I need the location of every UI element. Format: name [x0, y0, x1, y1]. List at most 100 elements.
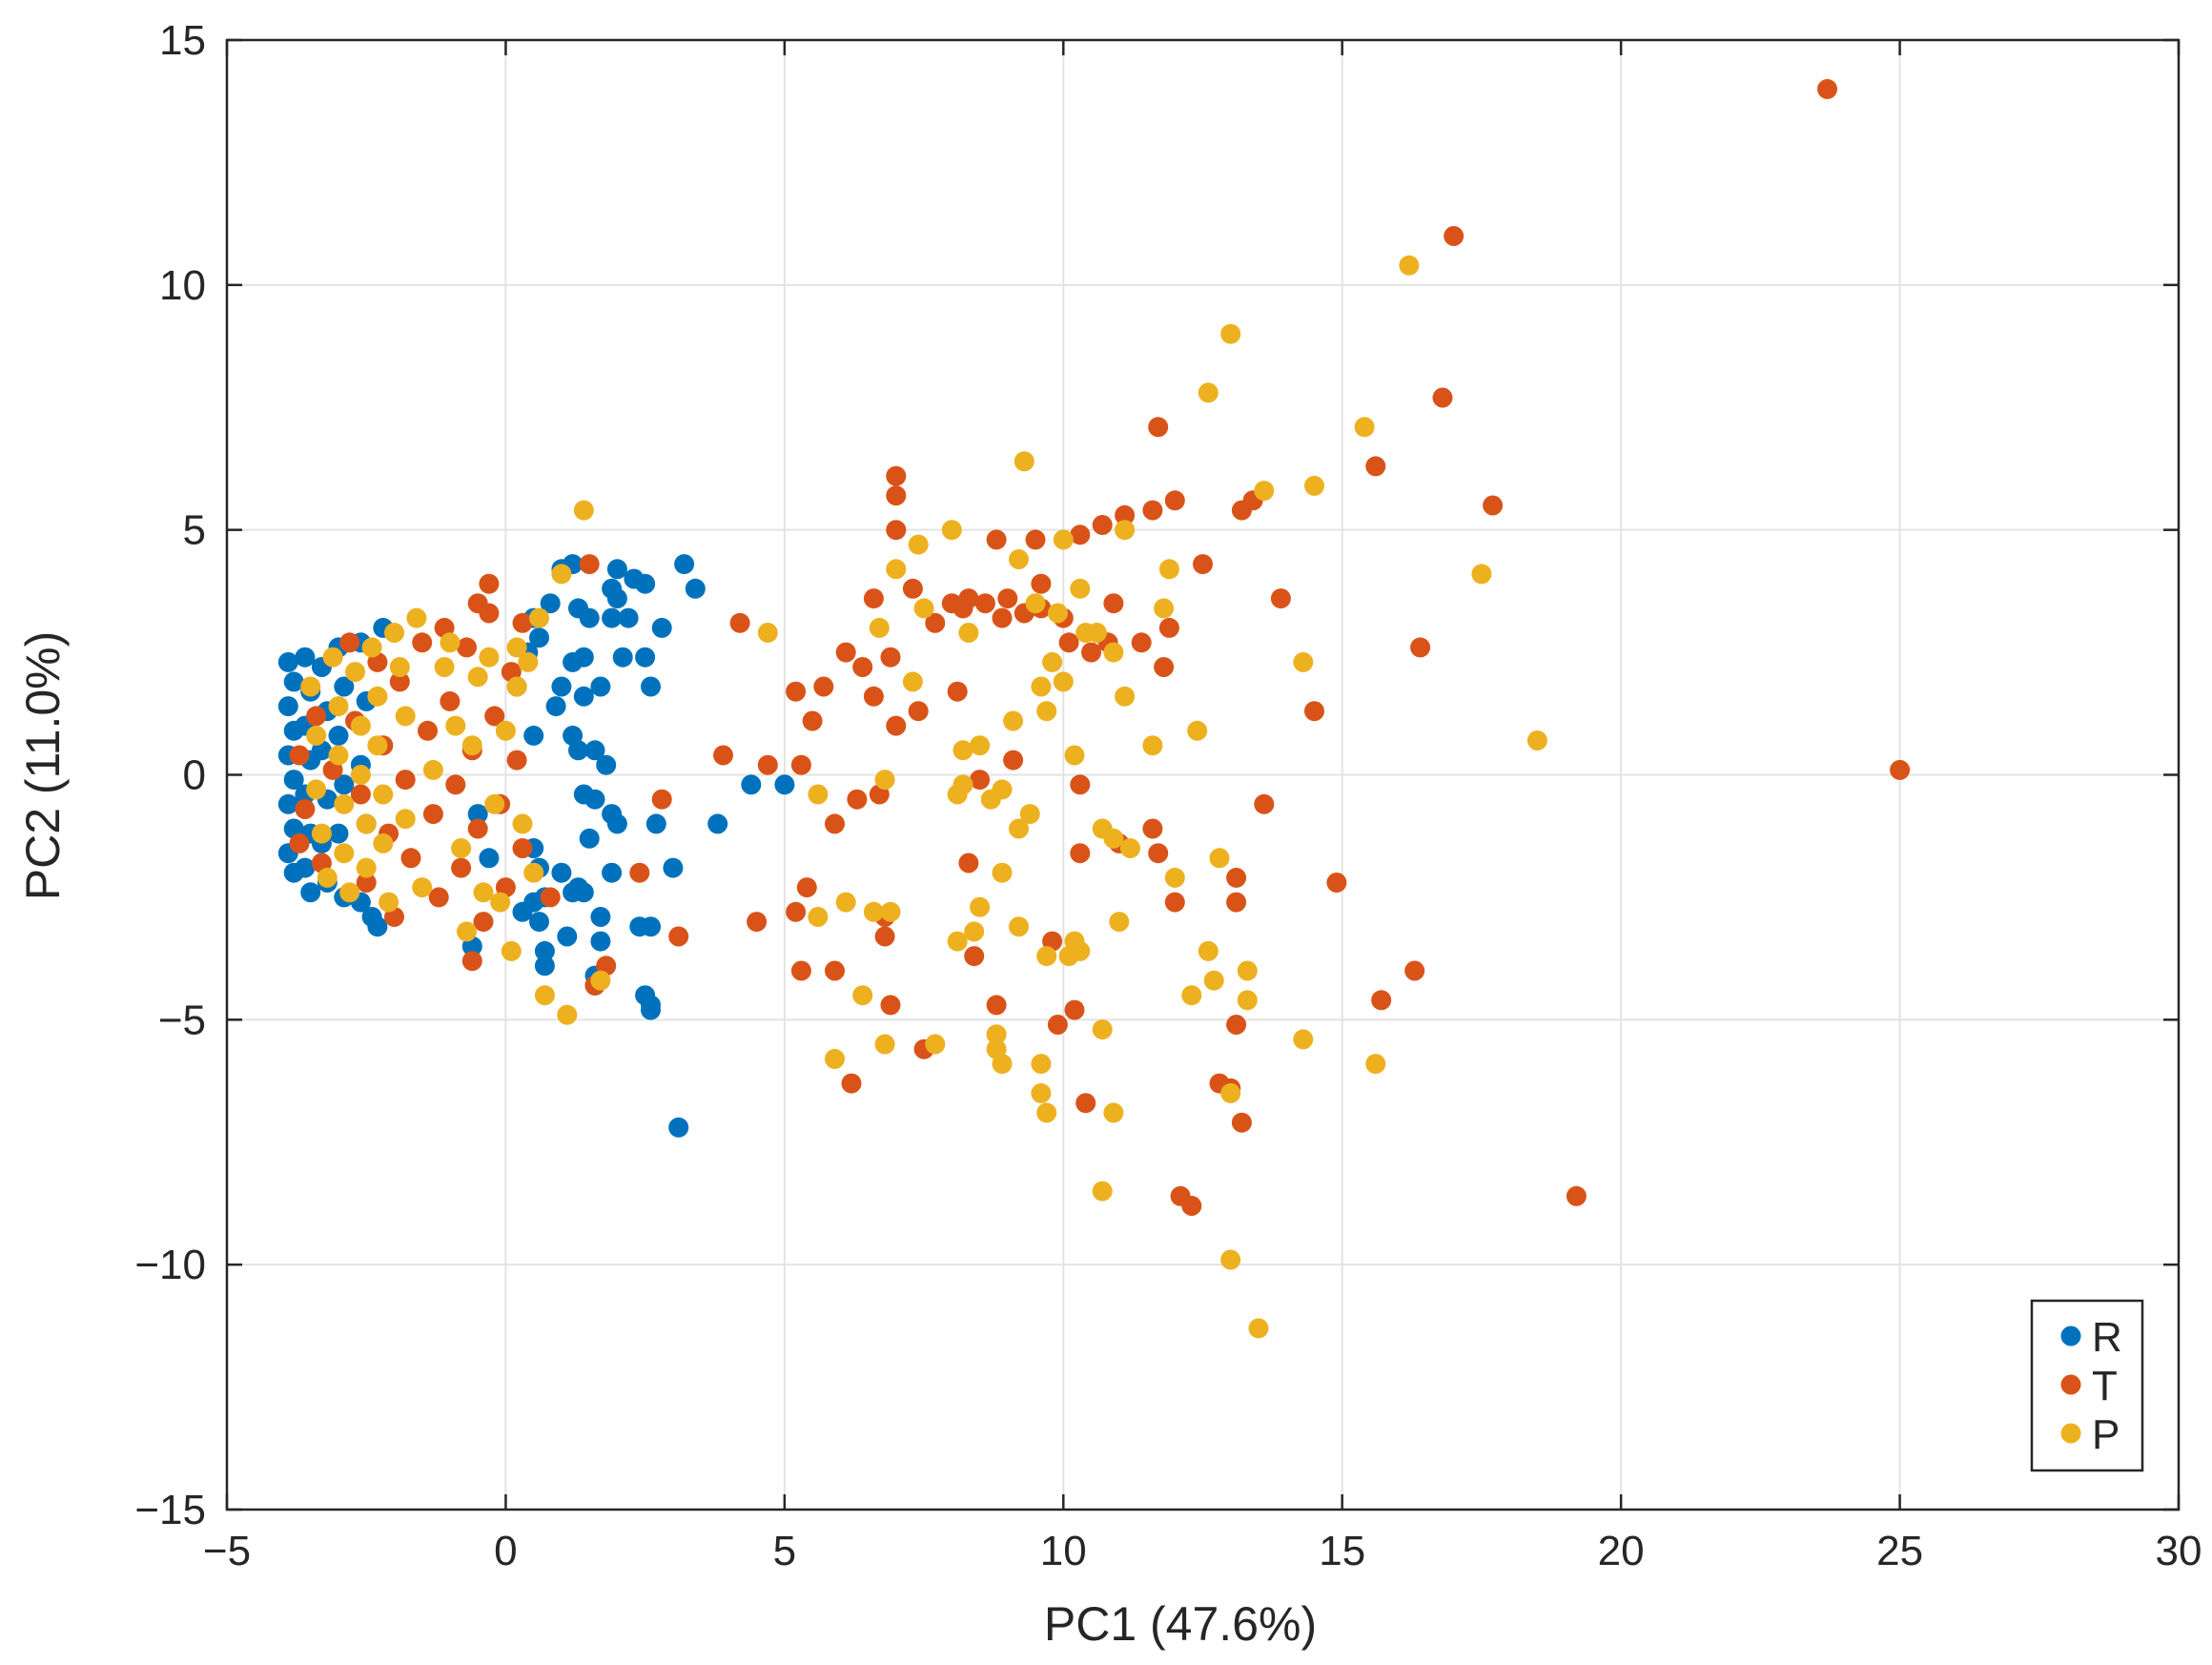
data-point-T [1226, 1015, 1247, 1035]
data-point-P [350, 715, 371, 736]
data-point-P [952, 740, 973, 761]
data-point-P [1142, 735, 1163, 756]
data-point-P [970, 896, 991, 917]
data-point-P [908, 534, 929, 555]
data-point-T [886, 465, 907, 486]
data-point-T [1148, 417, 1169, 438]
data-point-T [1142, 818, 1163, 839]
data-point-T [389, 671, 410, 692]
data-point-R [563, 651, 584, 672]
data-point-T [668, 926, 689, 947]
data-point-P [1164, 867, 1185, 888]
legend-marker-T [2060, 1374, 2081, 1395]
data-point-P [334, 843, 355, 864]
data-point-P [947, 931, 968, 952]
data-point-P [328, 745, 349, 766]
data-point-P [501, 940, 522, 961]
data-point-P [880, 901, 901, 922]
data-point-P [1220, 323, 1241, 344]
data-point-P [461, 735, 482, 756]
legend[interactable]: RTP [2030, 1299, 2144, 1472]
x-axis-label: PC1 (47.6%) [1044, 1597, 1317, 1651]
data-point-T [461, 951, 482, 972]
data-point-P [1092, 1019, 1113, 1040]
data-point-T [400, 848, 421, 869]
data-point-T [295, 799, 316, 819]
data-point-P [479, 647, 500, 668]
data-point-P [1198, 382, 1219, 403]
data-point-T [880, 995, 901, 1016]
data-point-P [406, 607, 427, 628]
data-point-T [947, 681, 968, 702]
data-point-P [440, 632, 461, 653]
data-point-P [367, 735, 388, 756]
data-point-T [1058, 632, 1079, 653]
data-point-R [529, 627, 549, 648]
data-point-T [925, 612, 946, 633]
data-point-R [668, 1117, 689, 1138]
data-point-T [350, 784, 371, 805]
data-point-P [1003, 710, 1024, 731]
data-point-T [1226, 892, 1247, 913]
data-point-T [908, 701, 929, 722]
data-point-R [512, 901, 533, 922]
series-T [289, 78, 1911, 1216]
data-point-R [635, 573, 656, 594]
y-tick-label: 5 [183, 507, 206, 554]
data-point-P [1158, 559, 1179, 580]
data-point-T [422, 804, 443, 825]
data-point-T [790, 754, 811, 775]
data-point-P [1070, 940, 1091, 961]
data-point-T [339, 632, 360, 653]
data-point-P [1047, 603, 1068, 624]
y-tick-label: −10 [134, 1242, 206, 1288]
data-point-P [451, 838, 472, 858]
data-point-T [289, 745, 310, 766]
y-tick-label: 15 [159, 17, 206, 64]
data-point-T [825, 960, 845, 981]
data-point-P [1109, 912, 1130, 933]
data-point-P [958, 623, 979, 643]
data-point-T [1003, 750, 1024, 771]
data-point-P [1014, 451, 1034, 472]
data-point-T [289, 832, 310, 853]
data-point-P [412, 877, 433, 898]
data-point-P [1115, 520, 1136, 541]
data-point-P [1103, 1102, 1124, 1123]
data-point-P [863, 901, 884, 922]
data-point-T [757, 754, 778, 775]
data-point-P [373, 784, 394, 805]
data-point-T [958, 588, 979, 609]
data-point-T [1483, 495, 1504, 516]
data-point-T [395, 770, 416, 791]
data-point-T [1070, 843, 1091, 864]
data-point-T [457, 637, 477, 658]
data-point-P [384, 623, 404, 643]
data-point-R [606, 559, 627, 580]
data-point-P [322, 647, 343, 668]
data-point-R [573, 686, 594, 707]
data-point-P [334, 793, 355, 814]
data-point-P [373, 832, 394, 853]
data-point-P [1064, 745, 1085, 766]
data-point-T [467, 818, 488, 839]
data-point-R [641, 916, 661, 937]
data-point-P [986, 1024, 1007, 1045]
data-point-P [512, 813, 533, 834]
data-point-R [277, 696, 298, 717]
data-point-P [1120, 838, 1140, 858]
data-point-R [334, 774, 355, 795]
data-point-T [802, 710, 823, 731]
data-point-P [1092, 1181, 1113, 1202]
data-point-T [1304, 701, 1324, 722]
data-point-R [707, 813, 728, 834]
data-point-P [306, 779, 327, 800]
data-point-T [473, 912, 494, 933]
data-point-P [590, 970, 611, 991]
data-point-P [490, 892, 511, 913]
data-point-T [729, 612, 750, 633]
data-point-R [590, 907, 611, 927]
data-point-P [356, 813, 377, 834]
data-point-P [1254, 481, 1275, 502]
data-point-T [852, 657, 873, 677]
